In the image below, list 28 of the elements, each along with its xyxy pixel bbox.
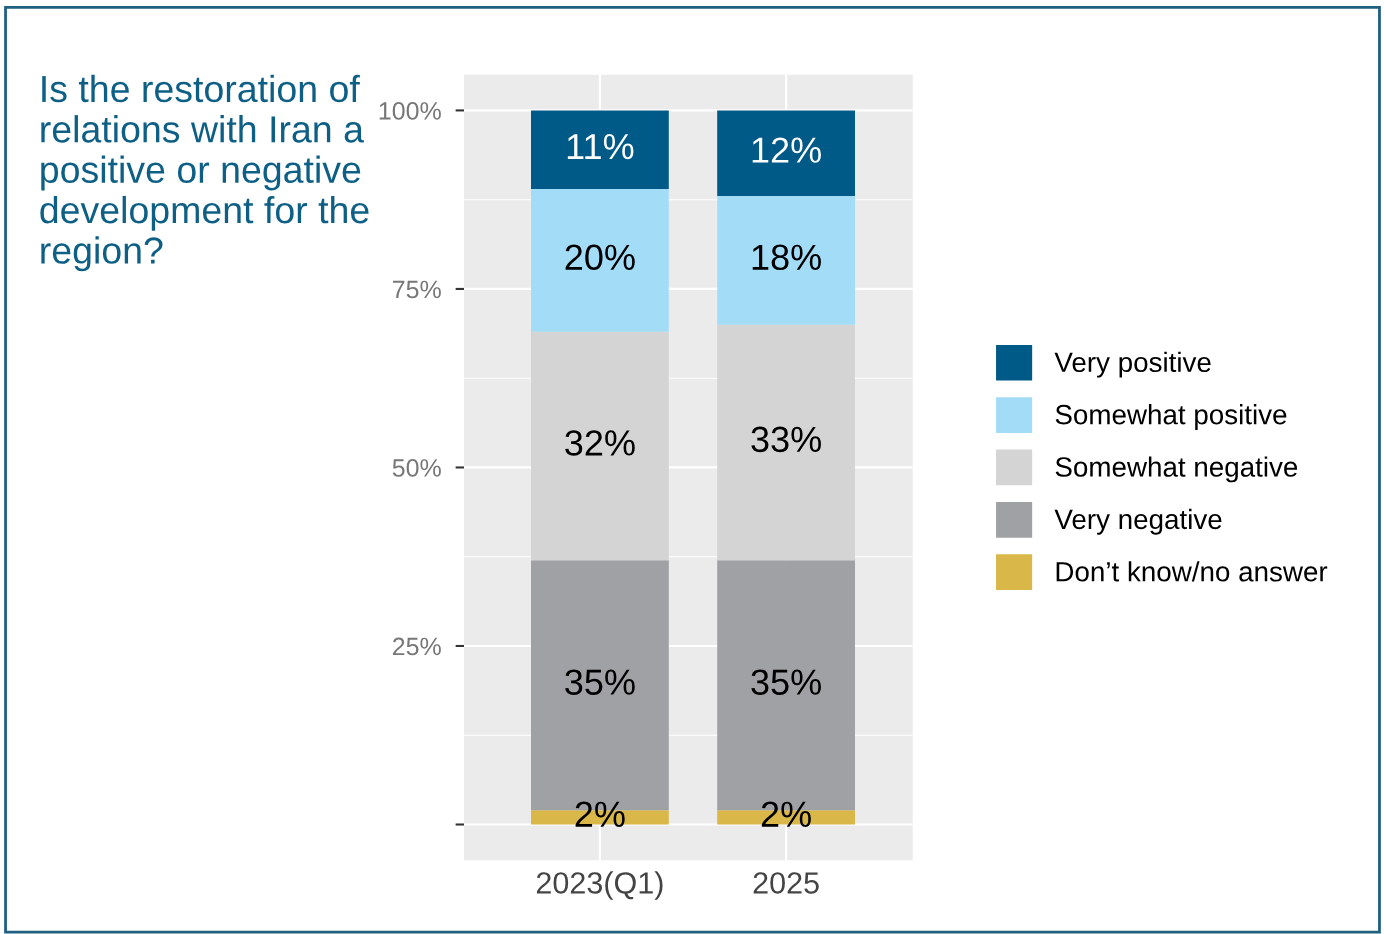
y-tick-label: 75% (393, 280, 441, 299)
legend-label: Very positive (1054, 351, 1211, 378)
y-tick-label: 50% (392, 459, 441, 477)
legend-label: Very negative (1054, 508, 1222, 535)
data-label: 35% (751, 669, 821, 695)
x-tick-label: 2023(Q1) (536, 871, 663, 900)
bar (717, 110, 855, 197)
data-label: 20% (565, 244, 635, 271)
data-label: 12% (752, 137, 821, 163)
bar (717, 196, 855, 325)
data-label: 11% (567, 133, 634, 160)
bar (531, 331, 669, 561)
legend-label: Don’t know/no answer (1056, 561, 1328, 582)
bar (531, 110, 669, 189)
text: Is the restoration of relations with Iran a positive or negative development for the region? (40, 74, 369, 272)
legend-label: Somewhat negative (1055, 456, 1298, 483)
data-label: 2% (575, 801, 625, 827)
data-label: 35% (565, 669, 635, 695)
data-label: 2% (761, 801, 811, 827)
x-tick-label: 2025 (753, 872, 819, 894)
data-label: 18% (752, 244, 821, 271)
bar (717, 324, 855, 561)
legend-label: Somewhat positive (1055, 404, 1287, 430)
data-label: 32% (565, 430, 635, 456)
data-label: 33% (751, 426, 821, 453)
y-tick-label: 25% (392, 637, 441, 656)
bar (531, 188, 669, 332)
y-tick-label: 100% (379, 102, 441, 120)
